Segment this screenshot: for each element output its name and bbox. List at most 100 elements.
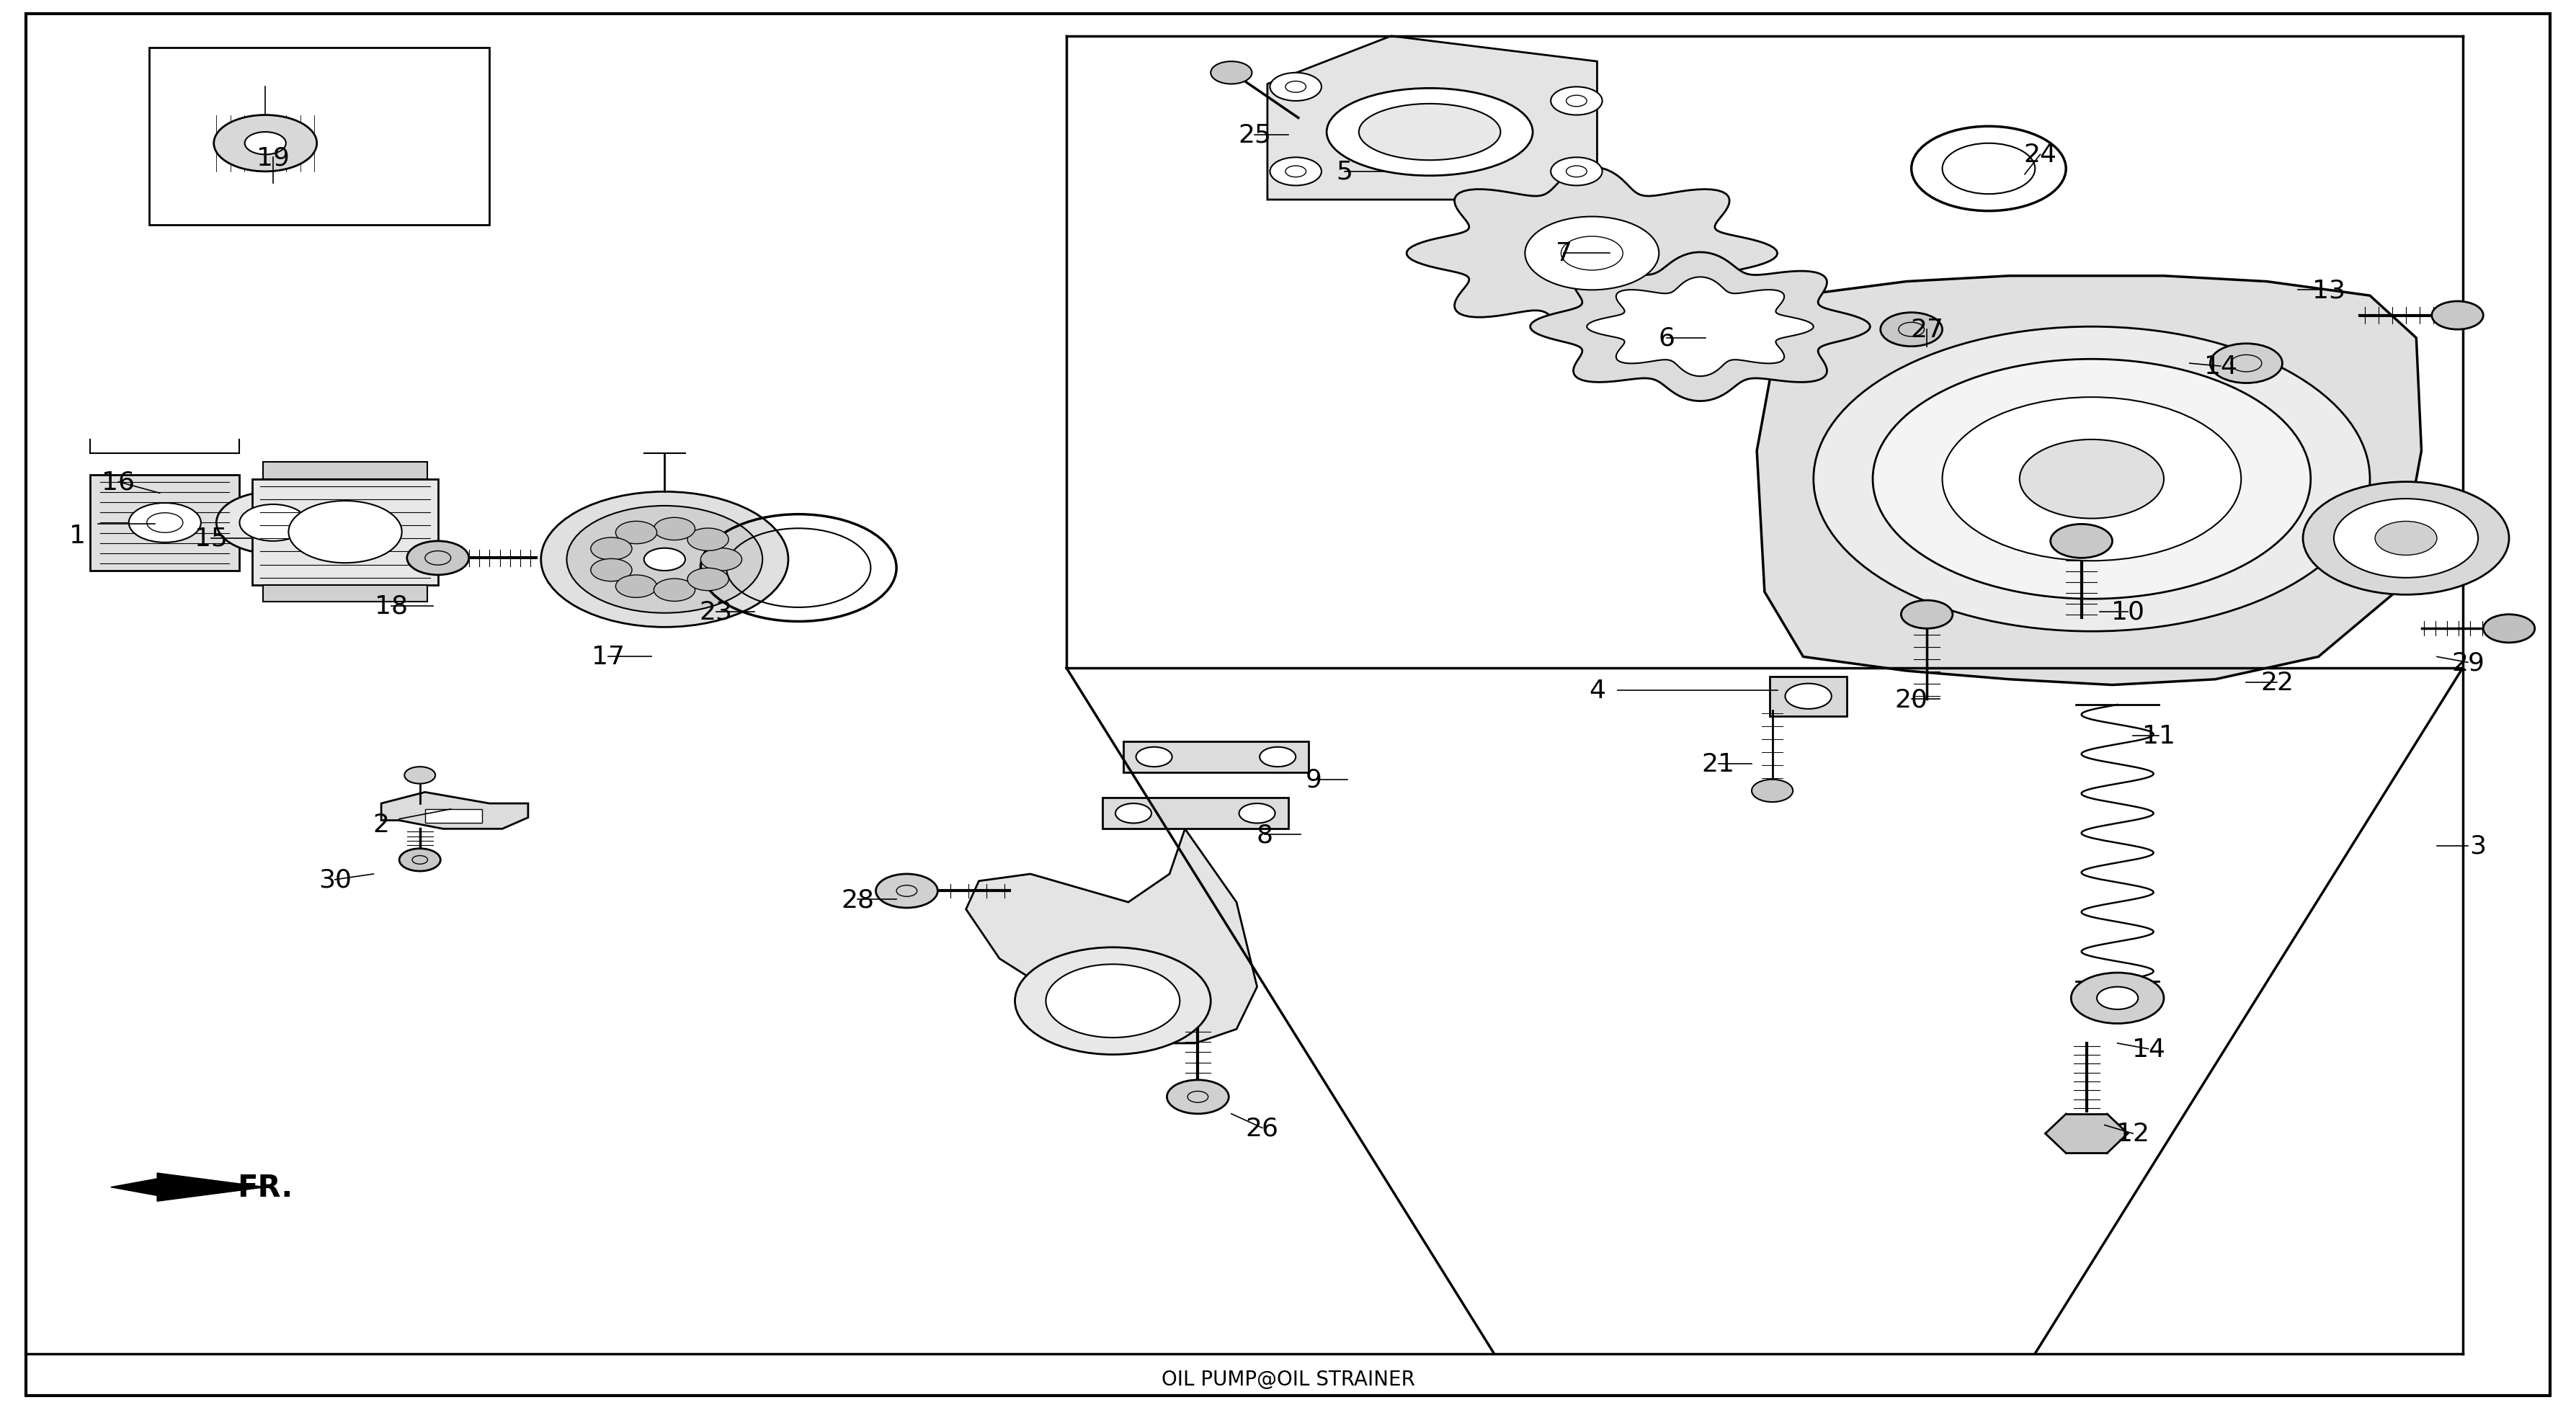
Circle shape [1167, 1080, 1229, 1114]
Text: 26: 26 [1247, 1115, 1278, 1141]
Text: 17: 17 [592, 644, 623, 670]
Circle shape [1270, 158, 1321, 186]
Circle shape [616, 522, 657, 544]
Circle shape [1551, 158, 1602, 186]
Circle shape [1901, 601, 1953, 629]
Circle shape [1785, 684, 1832, 709]
Text: 27: 27 [1911, 317, 1942, 343]
Text: FR.: FR. [237, 1172, 294, 1203]
Circle shape [2375, 522, 2437, 556]
Polygon shape [1123, 742, 1309, 773]
Circle shape [616, 575, 657, 598]
Circle shape [399, 849, 440, 871]
Text: 24: 24 [2025, 142, 2056, 168]
Circle shape [2483, 615, 2535, 643]
Circle shape [245, 133, 286, 155]
Circle shape [876, 874, 938, 908]
Circle shape [590, 537, 631, 560]
Text: 7: 7 [1556, 241, 1571, 266]
Ellipse shape [1327, 89, 1533, 176]
Text: 23: 23 [701, 599, 732, 625]
Polygon shape [966, 829, 1257, 1043]
Polygon shape [263, 585, 428, 602]
Circle shape [654, 580, 696, 602]
Circle shape [2210, 344, 2282, 384]
Text: 12: 12 [2117, 1121, 2148, 1146]
Circle shape [2097, 987, 2138, 1010]
Polygon shape [1406, 168, 1777, 340]
Text: 6: 6 [1659, 326, 1674, 351]
Polygon shape [1103, 798, 1288, 829]
Circle shape [1873, 360, 2311, 599]
Polygon shape [1757, 276, 2421, 685]
Polygon shape [1530, 252, 1870, 402]
Circle shape [129, 503, 201, 543]
Circle shape [404, 767, 435, 784]
Circle shape [1136, 747, 1172, 767]
Text: 9: 9 [1306, 767, 1321, 792]
Text: 1: 1 [70, 523, 85, 548]
Circle shape [644, 548, 685, 571]
Circle shape [1942, 398, 2241, 561]
Circle shape [214, 116, 317, 172]
Circle shape [1880, 313, 1942, 347]
Polygon shape [1267, 37, 1597, 200]
Circle shape [567, 506, 762, 613]
Circle shape [407, 541, 469, 575]
Circle shape [1239, 804, 1275, 823]
Text: 10: 10 [2112, 599, 2143, 625]
Text: 16: 16 [103, 470, 134, 495]
Circle shape [1046, 964, 1180, 1038]
Ellipse shape [1360, 104, 1499, 161]
Polygon shape [252, 479, 438, 585]
Text: 28: 28 [842, 887, 873, 912]
Circle shape [216, 492, 330, 554]
Circle shape [654, 517, 696, 540]
Circle shape [2432, 302, 2483, 330]
Circle shape [240, 505, 307, 541]
Bar [1770, 677, 1847, 716]
Text: 14: 14 [2205, 354, 2236, 379]
Polygon shape [381, 792, 528, 829]
Text: 13: 13 [2313, 278, 2344, 303]
Text: 15: 15 [196, 526, 227, 551]
Text: 30: 30 [319, 867, 350, 893]
Polygon shape [111, 1173, 265, 1201]
Text: 25: 25 [1239, 123, 1270, 148]
Polygon shape [2045, 1114, 2128, 1153]
Circle shape [1260, 747, 1296, 767]
Circle shape [688, 529, 729, 551]
Bar [425, 809, 482, 823]
Circle shape [701, 548, 742, 571]
Circle shape [1270, 73, 1321, 102]
Bar [149, 48, 489, 226]
Circle shape [590, 560, 631, 582]
Text: 21: 21 [1703, 752, 1734, 777]
Circle shape [2050, 525, 2112, 558]
Text: 20: 20 [1896, 687, 1927, 712]
Circle shape [1752, 780, 1793, 802]
Text: 14: 14 [2133, 1036, 2164, 1062]
Text: 2: 2 [374, 812, 389, 838]
Polygon shape [263, 462, 428, 479]
Circle shape [1551, 87, 1602, 116]
Circle shape [1211, 62, 1252, 85]
Circle shape [2334, 499, 2478, 578]
Text: 18: 18 [376, 594, 407, 619]
Text: 4: 4 [1589, 678, 1605, 704]
Circle shape [2303, 482, 2509, 595]
Circle shape [2071, 973, 2164, 1024]
Circle shape [2020, 440, 2164, 519]
Text: 5: 5 [1337, 159, 1352, 185]
Circle shape [289, 502, 402, 564]
Circle shape [1015, 948, 1211, 1055]
Text: 8: 8 [1257, 822, 1273, 847]
Circle shape [688, 568, 729, 591]
Circle shape [541, 492, 788, 627]
Text: 22: 22 [2262, 670, 2293, 695]
Polygon shape [90, 475, 240, 571]
Polygon shape [1587, 278, 1814, 376]
Text: 29: 29 [2452, 650, 2483, 675]
Text: OIL PUMP@OIL STRAINER: OIL PUMP@OIL STRAINER [1162, 1369, 1414, 1389]
Circle shape [1115, 804, 1151, 823]
